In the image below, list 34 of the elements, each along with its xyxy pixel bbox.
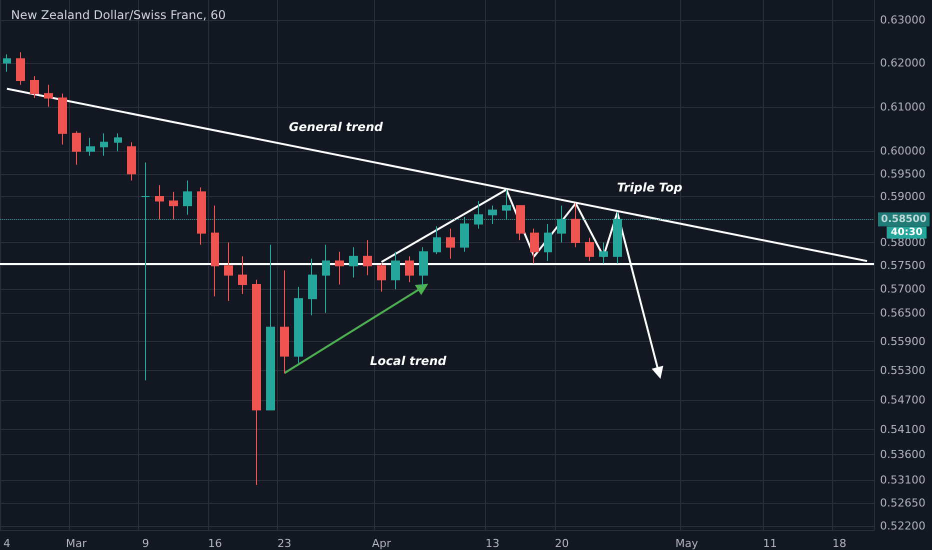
x-tick-label: 4 [3, 537, 10, 550]
y-tick-label: 0.57500 [880, 259, 926, 272]
y-tick-label: 0.62000 [880, 56, 926, 70]
x-tick-label: 13 [485, 537, 500, 550]
y-tick-label: 0.59000 [880, 190, 926, 203]
y-tick-label: 0.55900 [880, 335, 926, 348]
y-tick-label: 0.59500 [880, 167, 926, 180]
y-tick-label: 0.52200 [880, 519, 926, 532]
y-tick-label: 0.61000 [880, 100, 926, 114]
x-tick-label: 11 [762, 537, 777, 550]
y-tick-label: 0.60000 [880, 144, 926, 158]
text: 40:30 [890, 227, 923, 238]
x-tick-label: May [675, 537, 699, 550]
y-tick-label: 0.53600 [880, 448, 926, 462]
y-tick-label: 0.63000 [880, 13, 926, 26]
text: New Zealand Dollar/Swiss Franc, 60 [11, 8, 226, 22]
y-tick-label: 0.57000 [880, 282, 926, 296]
y-tick-label: 0.53100 [880, 473, 926, 486]
x-tick-label: Apr [372, 537, 392, 550]
x-tick-label: 16 [208, 537, 222, 550]
annotation: Triple Top [616, 180, 683, 194]
annotation: Local trend [370, 354, 447, 368]
x-tick-label: Mar [66, 537, 88, 550]
x-tick-label: 9 [142, 537, 150, 550]
ref-line-label: 0.58500 [881, 214, 927, 225]
annotation: General trend [288, 120, 384, 134]
x-tick-label: 23 [277, 537, 292, 550]
y-tick-label: 0.56500 [880, 306, 926, 320]
y-tick-label: 0.52650 [880, 496, 926, 510]
y-tick-label: 0.54700 [880, 394, 926, 407]
y-tick-label: 0.54100 [880, 423, 926, 436]
x-tick-label: 18 [832, 537, 846, 550]
x-tick-label: 20 [554, 537, 569, 550]
y-tick-label: 0.55300 [880, 364, 926, 378]
